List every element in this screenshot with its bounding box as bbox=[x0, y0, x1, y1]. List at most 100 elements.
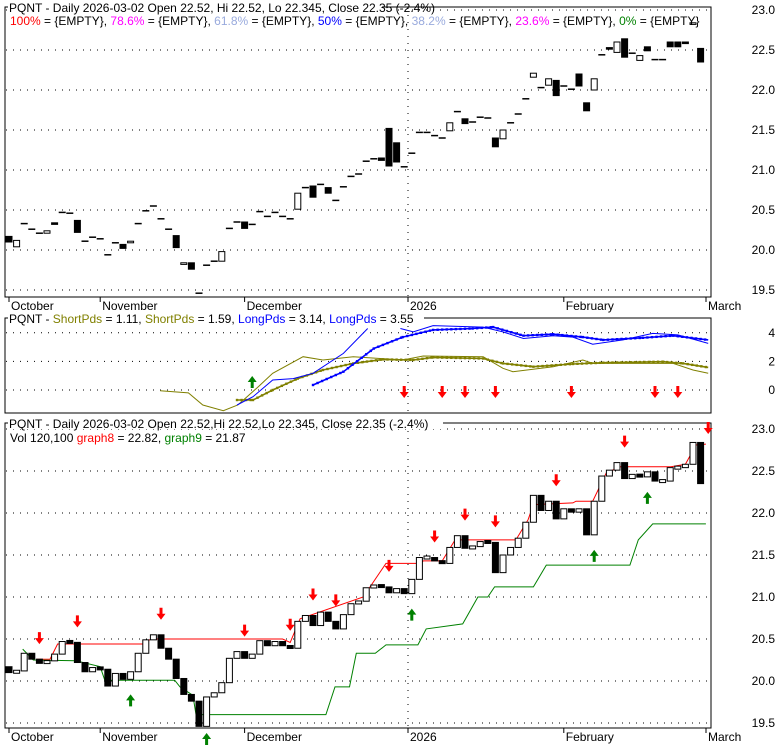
indicator-dot bbox=[390, 358, 394, 361]
indicator-dot bbox=[339, 364, 343, 368]
indicator-dot bbox=[319, 369, 322, 372]
candle bbox=[5, 666, 13, 674]
indicator-dot bbox=[256, 396, 259, 399]
candle bbox=[423, 555, 431, 560]
candle bbox=[195, 700, 203, 727]
y-tick-label: 0 bbox=[768, 383, 775, 397]
x-tick-label: December bbox=[247, 730, 302, 744]
indicator-dot bbox=[321, 368, 325, 372]
indicator-series-name: LongPds bbox=[329, 312, 376, 326]
candle bbox=[172, 658, 180, 679]
x-tick-label: February bbox=[566, 299, 614, 313]
indicator-dot bbox=[570, 334, 573, 338]
indicator-dot bbox=[700, 365, 703, 368]
indicator-dot bbox=[691, 363, 694, 367]
sell-arrow-icon bbox=[673, 386, 683, 398]
candle bbox=[415, 557, 423, 580]
candle bbox=[453, 535, 461, 548]
candle bbox=[377, 584, 385, 589]
indicator-dot bbox=[615, 338, 619, 341]
candle bbox=[58, 641, 66, 655]
indicator-dot bbox=[314, 371, 318, 374]
candle bbox=[73, 641, 81, 664]
indicator-dot bbox=[520, 364, 523, 367]
candle bbox=[408, 578, 416, 595]
candle bbox=[271, 641, 279, 647]
indicator-dot bbox=[685, 336, 689, 339]
indicator-dot bbox=[536, 365, 540, 368]
candle bbox=[347, 603, 355, 616]
candle bbox=[324, 187, 332, 194]
fib-levels-legend: 100% = {EMPTY}, 78.6% = {EMPTY}, 61.8% =… bbox=[10, 14, 699, 28]
indicator-panel-frame bbox=[4, 317, 712, 414]
indicator-dot bbox=[421, 357, 424, 360]
indicator-dot bbox=[602, 338, 605, 342]
candle bbox=[180, 677, 188, 695]
x-tick-label: December bbox=[247, 299, 302, 313]
signal-y-axis: 19.5 20.0 20.5 21.0 21.5 22.0 22.5 23.0 bbox=[752, 422, 776, 730]
indicator-dot bbox=[386, 341, 389, 345]
indicator-dot bbox=[335, 365, 338, 369]
indicator-dot bbox=[381, 358, 385, 361]
indicator-dot bbox=[686, 362, 689, 366]
buy-arrow-icon bbox=[589, 549, 599, 562]
indicator-dot bbox=[450, 328, 453, 331]
indicator-dot bbox=[377, 345, 380, 348]
graph9-line bbox=[22, 523, 706, 716]
candle bbox=[210, 692, 218, 698]
indicator-dot bbox=[301, 375, 304, 379]
sell-arrow-icon bbox=[308, 588, 318, 601]
indicator-dot bbox=[629, 361, 632, 364]
indicator-dot bbox=[599, 338, 603, 341]
indicator-dot bbox=[652, 360, 655, 364]
candle bbox=[309, 185, 317, 198]
indicator-dot bbox=[681, 335, 684, 338]
indicator-dot bbox=[522, 334, 525, 337]
candle bbox=[127, 240, 135, 244]
indicator-dot bbox=[344, 363, 347, 367]
candle bbox=[218, 251, 226, 262]
y-tick-label: 19.5 bbox=[752, 283, 776, 297]
indicator-dot bbox=[459, 327, 462, 331]
indicator-dot bbox=[549, 333, 553, 336]
fib-level-label: 23.6% bbox=[515, 14, 549, 28]
fib-level-label: 100% bbox=[10, 14, 41, 28]
header-bg bbox=[8, 417, 443, 429]
candle bbox=[590, 500, 598, 536]
sell-arrow-icon bbox=[285, 618, 295, 631]
candle bbox=[119, 672, 127, 680]
candle bbox=[96, 666, 104, 671]
indicator-dot bbox=[425, 356, 429, 360]
indicator-dot bbox=[296, 377, 299, 380]
candle bbox=[552, 79, 560, 97]
indicator-dot bbox=[541, 364, 544, 368]
candle bbox=[385, 127, 393, 167]
indicator-dot bbox=[430, 356, 433, 359]
indicator-dot bbox=[571, 362, 575, 366]
candle bbox=[324, 611, 332, 622]
candle bbox=[13, 239, 21, 248]
graph9-label: graph9 bbox=[165, 431, 203, 445]
sell-arrow-icon bbox=[72, 615, 82, 628]
indicator-dot bbox=[471, 327, 474, 330]
indicator-dot bbox=[638, 360, 641, 364]
x-tick-label: October bbox=[11, 299, 54, 313]
candle bbox=[301, 614, 309, 622]
y-tick-label: 23.0 bbox=[752, 422, 776, 436]
y-tick-label: 20.0 bbox=[752, 674, 776, 688]
indicator-dot bbox=[515, 363, 518, 367]
candle bbox=[187, 693, 195, 702]
indicator-dot bbox=[390, 340, 394, 343]
price-candles bbox=[5, 22, 705, 294]
candle bbox=[689, 22, 697, 25]
candle bbox=[697, 47, 705, 63]
indicator-dot bbox=[545, 333, 548, 336]
candle bbox=[681, 463, 689, 469]
indicator-series-name: LongPds bbox=[238, 312, 285, 326]
candle bbox=[172, 235, 180, 249]
indicator-dot bbox=[646, 336, 649, 339]
indicator-dot bbox=[372, 347, 375, 350]
candle bbox=[674, 465, 682, 470]
candle bbox=[499, 129, 507, 140]
indicator-dot bbox=[704, 365, 708, 369]
